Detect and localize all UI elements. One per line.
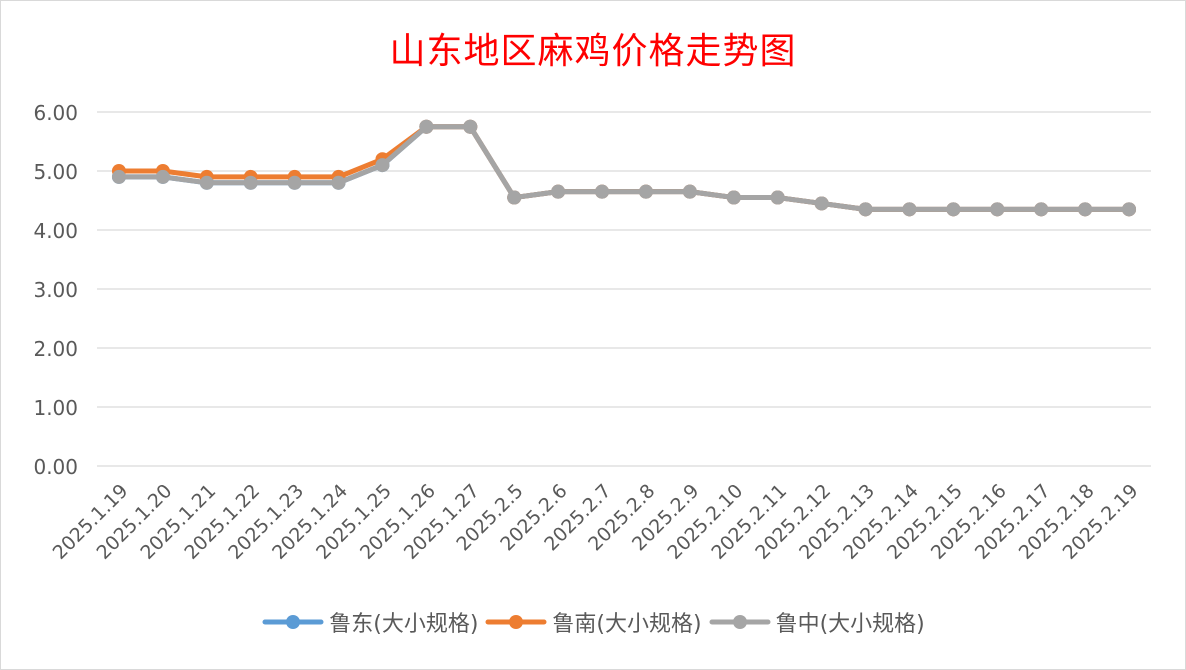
data-point xyxy=(726,190,741,205)
y-tick-label: 6.00 xyxy=(33,101,78,125)
data-point xyxy=(463,119,478,134)
y-tick-label: 1.00 xyxy=(33,396,78,420)
legend-swatch xyxy=(709,615,771,629)
data-point xyxy=(375,158,390,173)
data-point xyxy=(155,169,170,184)
series-1 xyxy=(111,119,1137,217)
x-axis-ticks: 2025.1.192025.1.202025.1.212025.1.222025… xyxy=(49,480,1143,564)
data-point xyxy=(1034,202,1049,217)
legend-marker xyxy=(509,615,524,629)
chart-title: 山东地区麻鸡价格走势图 xyxy=(389,31,797,72)
y-tick-label: 4.00 xyxy=(33,219,78,243)
legend-marker xyxy=(732,615,747,629)
y-axis-ticks: 0.00 1.00 2.00 3.00 4.00 5.00 6.00 xyxy=(33,101,78,479)
y-tick-label: 0.00 xyxy=(33,455,78,479)
data-point xyxy=(858,202,873,217)
legend-label: 鲁中(大小规格) xyxy=(775,612,925,637)
gridlines xyxy=(97,111,1151,467)
data-point xyxy=(419,119,434,134)
data-point xyxy=(243,175,258,190)
series-line xyxy=(116,124,1132,212)
legend-marker xyxy=(286,615,301,629)
data-point xyxy=(595,184,610,199)
data-point xyxy=(1122,202,1137,217)
data-point xyxy=(111,169,126,184)
data-point xyxy=(1078,202,1093,217)
legend: 鲁东(大小规格) 鲁南(大小规格) 鲁中(大小规格) xyxy=(0,606,1186,638)
data-point xyxy=(682,184,697,199)
series-line xyxy=(116,124,1132,212)
y-tick-label: 5.00 xyxy=(33,160,78,184)
legend-item: 鲁中(大小规格) xyxy=(708,606,925,638)
data-point xyxy=(199,175,214,190)
series-3 xyxy=(111,119,1137,217)
legend-label: 鲁东(大小规格) xyxy=(329,612,479,637)
data-point xyxy=(990,202,1005,217)
series-lines xyxy=(111,119,1137,217)
legend-item: 鲁南(大小规格) xyxy=(484,606,702,638)
data-point xyxy=(551,184,566,199)
series-line xyxy=(116,124,1132,212)
legend-item: 鲁东(大小规格) xyxy=(261,606,478,638)
data-point xyxy=(770,190,785,205)
plot-area: 0.00 1.00 2.00 3.00 4.00 5.00 6.00 2025.1.1920… xyxy=(33,101,1151,564)
data-point xyxy=(946,202,961,217)
y-tick-label: 3.00 xyxy=(33,278,78,302)
data-point xyxy=(902,202,917,217)
data-point xyxy=(638,184,653,199)
legend-swatch xyxy=(262,615,324,629)
data-point xyxy=(331,175,346,190)
data-point xyxy=(507,190,522,205)
legend-label: 鲁南(大小规格) xyxy=(552,612,702,637)
series-2 xyxy=(111,119,1137,217)
data-point xyxy=(287,175,302,190)
data-point xyxy=(814,196,829,211)
y-tick-label: 2.00 xyxy=(33,337,78,361)
legend-swatch xyxy=(485,615,547,629)
